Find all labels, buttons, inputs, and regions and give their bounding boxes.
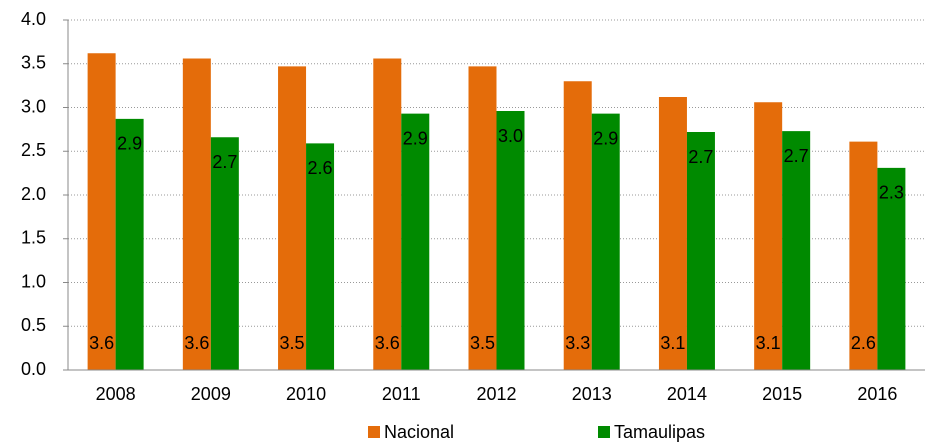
value-label: 2.9 [593, 128, 618, 148]
value-label: 3.3 [565, 333, 590, 353]
bar [686, 132, 715, 370]
bar [877, 167, 906, 370]
x-tick-label: 2015 [762, 384, 802, 404]
bar [782, 131, 811, 370]
x-tick-label: 2016 [857, 384, 897, 404]
y-tick-label: 3.0 [21, 96, 46, 116]
bar [306, 143, 335, 370]
bar [115, 118, 144, 370]
bar [210, 137, 239, 370]
bar [182, 58, 211, 370]
value-label: 3.6 [184, 333, 209, 353]
x-tick-label: 2010 [286, 384, 326, 404]
value-label: 2.7 [212, 152, 237, 172]
y-tick-label: 0.0 [21, 359, 46, 379]
value-label: 3.5 [280, 333, 305, 353]
value-label: 3.1 [660, 333, 685, 353]
bar [591, 113, 620, 370]
value-label: 3.6 [375, 333, 400, 353]
value-label: 2.7 [688, 147, 713, 167]
x-tick-label: 2009 [191, 384, 231, 404]
bar [87, 53, 116, 370]
y-tick-label: 2.0 [21, 184, 46, 204]
value-label: 2.7 [784, 146, 809, 166]
value-label: 3.0 [498, 126, 523, 146]
bar [278, 66, 307, 370]
legend-label: Tamaulipas [614, 422, 705, 442]
y-tick-label: 0.5 [21, 315, 46, 335]
value-label: 2.3 [879, 183, 904, 203]
legend-swatch [368, 426, 380, 438]
value-label: 2.9 [403, 128, 428, 148]
y-tick-label: 3.5 [21, 53, 46, 73]
value-label: 2.6 [851, 333, 876, 353]
legend-swatch [598, 426, 610, 438]
bar [563, 81, 592, 370]
x-tick-label: 2008 [96, 384, 136, 404]
bar [401, 113, 430, 370]
bar [468, 66, 497, 370]
x-tick-label: 2014 [667, 384, 707, 404]
y-tick-label: 1.0 [21, 271, 46, 291]
x-tick-label: 2012 [476, 384, 516, 404]
y-tick-label: 4.0 [21, 9, 46, 29]
bar [754, 102, 783, 370]
legend-label: Nacional [384, 422, 454, 442]
value-label: 2.9 [117, 134, 142, 154]
x-tick-label: 2013 [572, 384, 612, 404]
value-label: 2.6 [308, 158, 333, 178]
bar [373, 58, 402, 370]
value-label: 3.6 [89, 333, 114, 353]
y-tick-label: 2.5 [21, 140, 46, 160]
bar [849, 141, 878, 370]
bar [658, 97, 687, 370]
y-tick-label: 1.5 [21, 228, 46, 248]
bar [496, 111, 525, 370]
x-tick-label: 2011 [382, 384, 421, 404]
value-label: 3.5 [470, 333, 495, 353]
value-label: 3.1 [756, 333, 781, 353]
